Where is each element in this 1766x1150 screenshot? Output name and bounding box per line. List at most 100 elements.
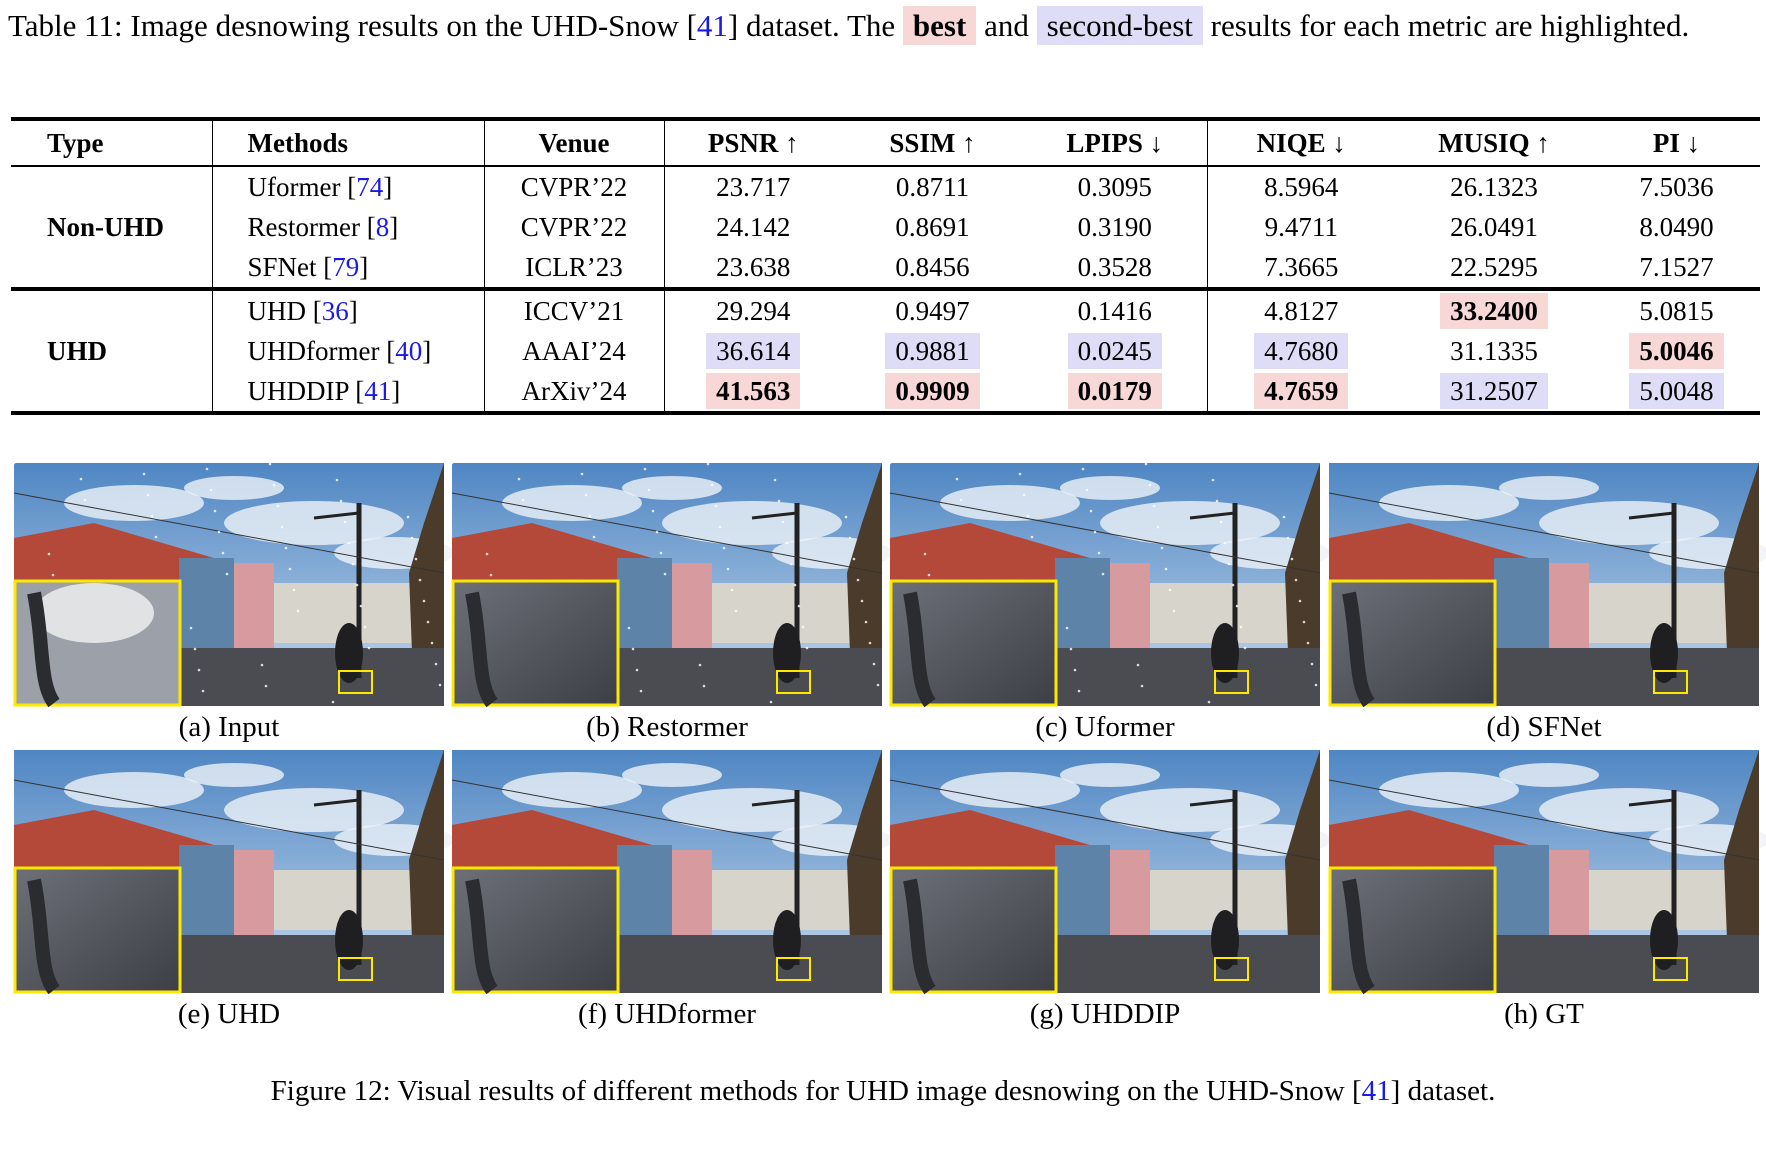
method-name: ] <box>391 375 401 406</box>
table-row: Restormer [8] CVPR’22 24.142 0.8691 0.3190 9.… <box>11 207 1760 247</box>
table-row: UHDDIP [41] ArXiv’24 41.563 0.9909 0.0179 4.7… <box>11 371 1760 413</box>
column-header: PSNR ↑ <box>707 127 799 158</box>
column-header: PI ↓ <box>1652 127 1701 158</box>
value-cell: 0.0179 <box>1023 371 1208 413</box>
result-image <box>12 461 454 708</box>
table-group: UHD UHD [36] ICCV’21 29.294 0.9497 0.1416 4.81… <box>11 289 1760 413</box>
cell-text: CVPR’22 <box>520 211 628 242</box>
panel-caption: (h) GT <box>1504 998 1584 1030</box>
value-cell: 8.0490 <box>1593 207 1760 247</box>
type-cell: Non-UHD <box>11 166 213 289</box>
citation[interactable]: 41 <box>1361 1075 1391 1107</box>
panel-caption: (d) SFNet <box>1486 711 1602 743</box>
value-cell: CVPR’22 <box>484 207 665 247</box>
method-cell: Restormer [8] <box>212 207 485 247</box>
panel-caption: (e) UHD <box>177 998 281 1030</box>
method-name: Uformer [ <box>247 171 357 202</box>
table-group: Non-UHD Uformer [74] CVPR’22 23.717 0.8711 0.… <box>11 166 1760 289</box>
cell-text: 0.8711 <box>895 171 970 202</box>
caption-text: and <box>976 8 1037 43</box>
cell-text: CVPR’22 <box>520 171 628 202</box>
citation[interactable]: 79 <box>332 251 360 282</box>
method-name: Restormer [ <box>247 211 376 242</box>
method-name: ] <box>359 251 369 282</box>
caption-text: results for each metric are highlighted. <box>1202 8 1690 43</box>
table-caption: Table 11: Image desnowing results on the… <box>8 6 1760 46</box>
result-image <box>1328 750 1766 995</box>
value-cell: ICLR’23 <box>484 247 665 289</box>
value-cell: 23.638 <box>664 247 842 289</box>
value-cell: 7.5036 <box>1593 166 1760 207</box>
method-name: UHDDIP [ <box>247 375 365 406</box>
value-cell: 4.7680 <box>1207 331 1395 371</box>
citation[interactable]: 40 <box>395 335 423 366</box>
result-image <box>13 750 454 995</box>
cell-text: 0.0179 <box>1067 372 1162 409</box>
result-image <box>451 750 892 995</box>
cell-text: 36.614 <box>706 332 801 369</box>
citation[interactable]: 74 <box>356 171 384 202</box>
cell-text: 41.563 <box>706 372 801 409</box>
column-header: SSIM ↑ <box>889 127 976 158</box>
cell-text: 31.1335 <box>1450 335 1538 366</box>
cell-text: 9.4711 <box>1264 211 1338 242</box>
cell-text: 5.0815 <box>1639 295 1714 326</box>
cell-text: 0.8456 <box>895 251 970 282</box>
method-name: UHD [ <box>247 295 322 326</box>
citation[interactable]: 36 <box>321 295 349 326</box>
value-cell: 0.8456 <box>842 247 1023 289</box>
cell-text: 0.9881 <box>885 332 980 369</box>
result-image <box>450 461 892 708</box>
result-image <box>889 750 1330 995</box>
cell-text: 4.7680 <box>1254 332 1349 369</box>
citation[interactable]: 41 <box>364 375 392 406</box>
result-image <box>1328 463 1766 708</box>
header-row: Type Methods Venue PSNR ↑ SSIM ↑ LPIPS ↓ NIQE … <box>11 119 1760 166</box>
citation[interactable]: 41 <box>696 8 728 43</box>
citation[interactable]: 8 <box>375 211 390 242</box>
table-row: UHD UHD [36] ICCV’21 29.294 0.9497 0.1416 4.81… <box>11 289 1760 413</box>
value-cell: 0.1416 <box>1023 289 1208 331</box>
caption-text: Figure 12: Visual results of different m… <box>270 1075 1362 1107</box>
panel-caption: (a) Input <box>178 711 280 743</box>
value-cell: 0.9909 <box>842 371 1023 413</box>
cell-text: 5.0048 <box>1629 372 1724 409</box>
cell-text: 4.8127 <box>1264 295 1339 326</box>
value-cell: 0.9497 <box>842 289 1023 331</box>
method-name: UHDformer [ <box>247 335 396 366</box>
cell-text: 29.294 <box>716 295 791 326</box>
cell-text: 4.7659 <box>1254 372 1349 409</box>
figure-images <box>12 461 1766 995</box>
second-legend: second-best <box>1036 6 1203 45</box>
cell-text: ICCV’21 <box>523 295 625 326</box>
cell-text: 0.1416 <box>1077 295 1152 326</box>
method-cell: UHDDIP [41] <box>212 371 485 413</box>
panel-caption: (b) Restormer <box>586 711 748 743</box>
method-name: ] <box>422 335 432 366</box>
value-cell: 0.8691 <box>842 207 1023 247</box>
panel-caption: (g) UHDDIP <box>1029 998 1181 1030</box>
caption-text: Table 11: Image desnowing results on the… <box>8 8 697 43</box>
caption-text: ] dataset. <box>1390 1075 1496 1107</box>
value-cell: CVPR’22 <box>484 166 665 207</box>
method-name: ] <box>383 171 393 202</box>
value-cell: 41.563 <box>664 371 842 413</box>
column-header: MUSIQ ↑ <box>1438 127 1550 158</box>
column-header: Venue <box>484 119 665 166</box>
cell-text: 31.2507 <box>1440 372 1548 409</box>
cell-text: ArXiv’24 <box>521 375 627 406</box>
value-cell: 24.142 <box>664 207 842 247</box>
cell-text: 0.3528 <box>1077 251 1152 282</box>
cell-text: 0.9909 <box>885 372 980 409</box>
method-cell: UHD [36] <box>212 289 485 331</box>
value-cell: 31.2507 <box>1395 371 1593 413</box>
panel-caption: (c) Uformer <box>1035 711 1175 743</box>
value-cell: 9.4711 <box>1207 207 1395 247</box>
result-image <box>888 461 1330 708</box>
panel-caption: (f) UHDformer <box>578 998 756 1030</box>
column-header: Methods <box>212 119 485 166</box>
table-row: UHDformer [40] AAAI’24 36.614 0.9881 0.0245 4… <box>11 331 1760 371</box>
value-cell: 5.0048 <box>1593 371 1760 413</box>
value-cell: 5.0815 <box>1593 289 1760 331</box>
